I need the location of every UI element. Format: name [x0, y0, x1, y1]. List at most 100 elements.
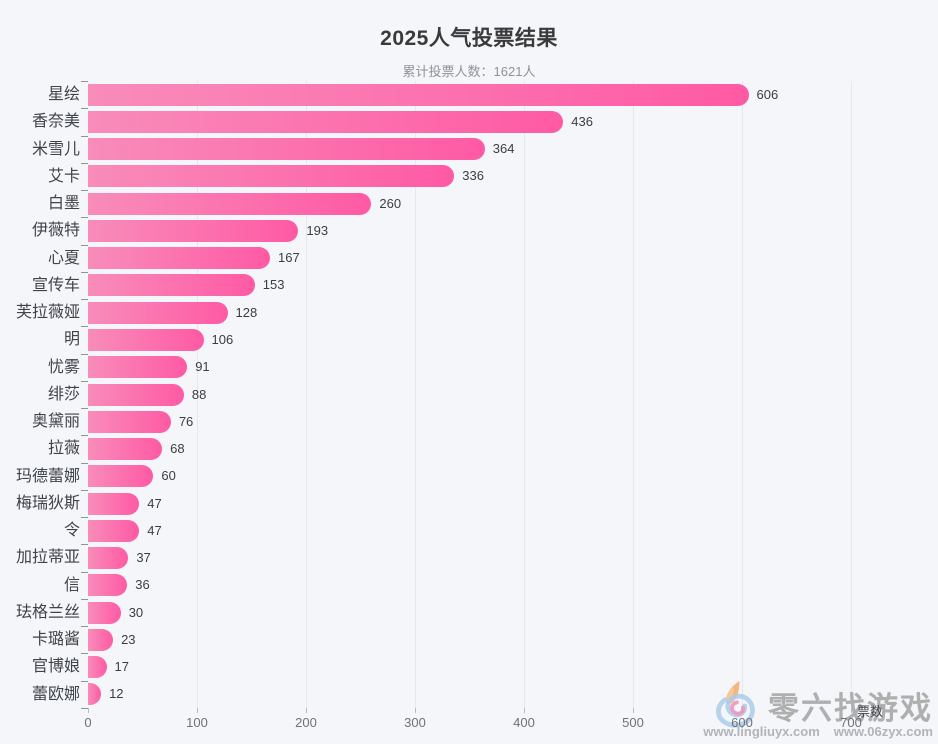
category-label: 卡璐酱: [31, 631, 80, 649]
bar-value-label: 76: [178, 413, 194, 429]
category-label: 芙拉薇娅: [15, 304, 80, 322]
x-axis-tick: [633, 708, 634, 713]
category-label: 白墨: [47, 195, 80, 213]
y-axis-tick: [81, 326, 88, 327]
category-label: 米雪儿: [31, 140, 80, 158]
watermark-swirl-logo: [716, 680, 755, 728]
watermark-url-2: www.06zyx.com: [833, 724, 933, 739]
bar[interactable]: [88, 247, 271, 270]
y-axis-tick: [81, 354, 88, 355]
bar-value-label: 260: [379, 195, 402, 211]
y-axis-tick: [81, 544, 88, 545]
x-axis-tick: [415, 708, 416, 713]
bar-row: 36: [88, 574, 851, 597]
bar[interactable]: [88, 110, 564, 133]
bar[interactable]: [88, 574, 128, 597]
bar-value-label: 47: [147, 522, 162, 538]
bar-value-label: 17: [114, 659, 129, 675]
y-axis-tick: [81, 599, 88, 600]
bar-row: 37: [88, 547, 851, 570]
grid-line: [633, 81, 634, 708]
bar-value-label: 193: [306, 222, 329, 238]
y-axis-tick: [81, 490, 88, 491]
bar-value-label: 30: [128, 604, 144, 620]
y-axis-tick: [81, 272, 88, 273]
x-axis-tick-label: 500: [622, 715, 644, 730]
bar[interactable]: [88, 656, 107, 679]
category-label: 心夏: [47, 249, 80, 267]
y-axis-tick: [81, 108, 88, 109]
chart-title: 2025人气投票结果: [380, 27, 558, 50]
category-label: 明: [63, 331, 80, 349]
bar-row: 606: [88, 83, 851, 106]
x-axis-tick-label: 700: [840, 715, 862, 730]
y-axis-tick: [81, 190, 88, 191]
x-axis-tick-label: 100: [186, 715, 208, 730]
y-axis-tick: [81, 517, 88, 518]
x-axis-tick: [851, 708, 852, 713]
y-axis-labels: 星绘 香奈美 米雪儿 艾卡 白墨 伊薇特 心夏 宣传车 芙拉薇娅明忧雾 绯莎 奥黛丽 拉薇 玛德蕾娜 梅瑞…: [0, 81, 80, 708]
bar-value-label: 153: [262, 277, 285, 293]
bar[interactable]: [88, 628, 114, 651]
y-axis-tick: [81, 136, 88, 137]
category-label: 忧雾: [47, 358, 80, 376]
bar-value-label: 336: [462, 168, 484, 184]
bar-row: 60: [88, 465, 851, 488]
bar-row: 260: [88, 192, 851, 215]
bar[interactable]: [88, 83, 749, 106]
bar[interactable]: [88, 165, 455, 188]
grid-line: [524, 81, 525, 708]
bar[interactable]: [88, 383, 184, 406]
bar-value-label: 106: [211, 331, 234, 347]
bar-row: 88: [88, 383, 851, 406]
chart-header: 2025人气投票结果 累计投票人数：1621人: [0, 22, 938, 80]
bar[interactable]: [88, 356, 188, 379]
bar[interactable]: [88, 519, 140, 542]
category-label: 艾卡: [47, 167, 80, 185]
bar[interactable]: [88, 301, 228, 324]
category-label: 珐格兰丝: [15, 603, 80, 621]
bar[interactable]: [88, 465, 154, 488]
bar-row: 167: [88, 247, 851, 270]
category-label: 伊薇特: [31, 222, 80, 240]
category-label: 拉薇: [47, 440, 80, 458]
bar[interactable]: [88, 492, 140, 515]
x-axis-tick-label: 600: [731, 715, 753, 730]
category-label: 奥黛丽: [31, 413, 80, 431]
bar-row: 128: [88, 301, 851, 324]
bar-value-label: 91: [195, 359, 210, 375]
grid-line: [415, 81, 416, 708]
bar[interactable]: [88, 438, 163, 461]
bar[interactable]: [88, 547, 129, 570]
y-axis-tick: [81, 408, 88, 409]
bar[interactable]: [88, 219, 299, 242]
bar[interactable]: [88, 601, 121, 624]
y-axis-tick: [81, 163, 88, 164]
x-axis-title: 票数: [857, 704, 884, 719]
bar-row: 106: [88, 328, 851, 351]
category-label: 星绘: [47, 86, 80, 103]
bar-value-label: 167: [278, 250, 300, 266]
y-axis-tick: [81, 626, 88, 627]
bar-row: 47: [88, 519, 851, 542]
bar[interactable]: [88, 192, 372, 215]
bar-row: 30: [88, 601, 851, 624]
category-label: 加拉蒂亚: [15, 549, 80, 567]
bar-row: 91: [88, 356, 851, 379]
bar[interactable]: [88, 138, 485, 161]
category-label: 梅瑞狄斯: [15, 494, 80, 512]
grid-line: [742, 81, 743, 708]
bar[interactable]: [88, 328, 204, 351]
bar[interactable]: [88, 683, 102, 706]
bar[interactable]: [88, 410, 171, 433]
watermark: 零六找游戏 www.lingliuyx.com www.06zyx.com: [703, 679, 933, 739]
watermark-url-1: www.lingliuyx.com: [703, 724, 820, 739]
bar-value-label: 68: [170, 441, 185, 457]
watermark-urls: www.lingliuyx.com www.06zyx.com: [703, 724, 933, 739]
y-axis-tick: [81, 572, 88, 573]
bar-value-label: 606: [756, 86, 779, 102]
category-label: 官博娘: [31, 658, 80, 676]
y-axis-tick: [81, 299, 88, 300]
bar[interactable]: [88, 274, 255, 297]
y-axis-tick: [81, 463, 88, 464]
